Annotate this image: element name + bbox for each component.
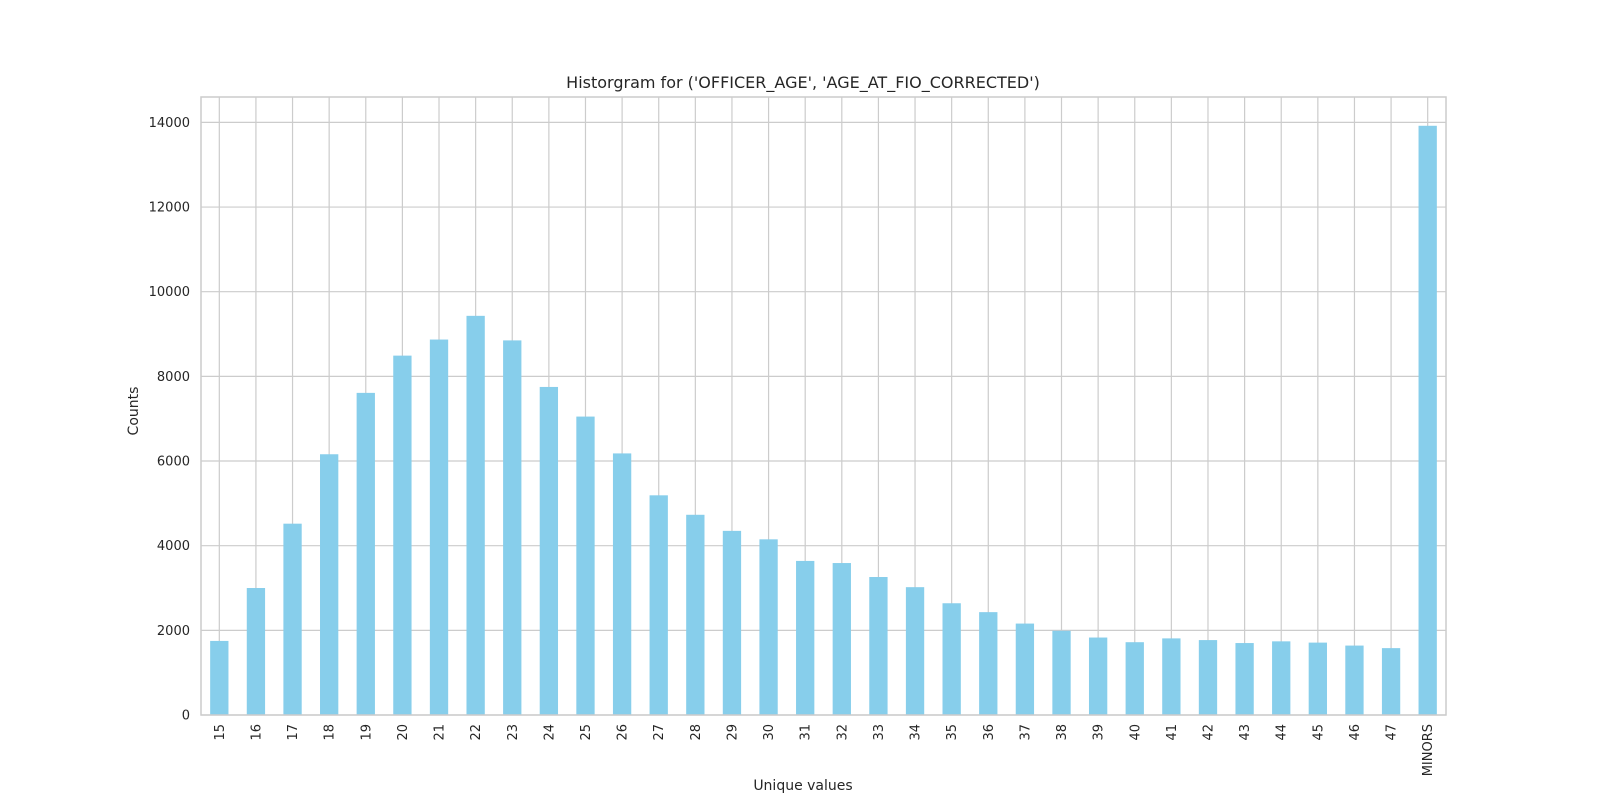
bar-40: [1125, 642, 1144, 715]
bar-31: [796, 560, 815, 715]
x-tick-label: 42: [1201, 724, 1216, 741]
bar-17: [283, 523, 302, 715]
x-tick-label: 45: [1311, 724, 1326, 741]
bar-30: [759, 539, 778, 715]
x-tick-label: 44: [1275, 724, 1290, 741]
x-tick-label: 46: [1348, 724, 1363, 741]
bar-26: [612, 453, 632, 715]
bar-38: [1052, 630, 1071, 715]
bar-33: [869, 577, 888, 715]
x-tick-label: 21: [433, 724, 448, 741]
x-tick-label: 30: [762, 724, 777, 741]
x-tick-label: 27: [652, 724, 667, 741]
chart-title: Historgram for ('OFFICER_AGE', 'AGE_AT_F…: [566, 73, 1040, 93]
y-tick-label: 6000: [157, 455, 190, 470]
x-tick-label: 16: [249, 724, 264, 741]
bar-39: [1088, 637, 1108, 715]
bar-41: [1162, 638, 1181, 715]
bar-47: [1381, 648, 1401, 715]
x-tick-label: MINORS: [1421, 724, 1436, 776]
y-tick-label: 8000: [157, 370, 190, 385]
x-tick-label: 38: [1055, 724, 1070, 741]
bar-22: [466, 315, 485, 715]
x-tick-label: 47: [1385, 724, 1400, 741]
bar-29: [722, 530, 742, 715]
bar-20: [393, 355, 412, 715]
x-tick-label: 36: [982, 724, 997, 741]
bar-25: [576, 416, 595, 715]
x-tick-label: 43: [1238, 724, 1253, 741]
x-tick-label: 35: [945, 724, 960, 741]
x-tick-label: 17: [286, 724, 301, 741]
y-tick-labels: 0 2000 4000 6000 8000 10000 12000 14000: [149, 116, 190, 724]
x-tick-label: 32: [835, 724, 850, 741]
x-tick-label: 31: [799, 724, 814, 741]
bar-16: [246, 588, 266, 715]
bar-45: [1308, 642, 1327, 715]
y-tick-label: 0: [182, 709, 190, 724]
bars: [210, 125, 1437, 715]
x-tick-label: 20: [396, 724, 411, 741]
bar-28: [686, 514, 705, 715]
bar-24: [539, 386, 559, 715]
x-tick-label: 19: [359, 724, 374, 741]
x-tick-label: 33: [872, 724, 887, 741]
x-tick-label: 25: [579, 724, 594, 741]
x-tick-label: 41: [1165, 724, 1180, 741]
bar-34: [905, 587, 925, 715]
y-tick-label: 4000: [157, 539, 190, 554]
x-tick-label: 24: [542, 724, 557, 741]
x-tick-label: 26: [616, 724, 631, 741]
bar-27: [649, 495, 668, 715]
y-tick-label: 12000: [149, 201, 190, 216]
x-tick-label: 15: [213, 724, 228, 741]
bar-46: [1345, 645, 1364, 715]
grid-lines: [201, 97, 1446, 716]
x-tick-label: 34: [909, 724, 924, 741]
bar-37: [1015, 623, 1035, 715]
y-axis-label: Counts: [126, 387, 142, 436]
bar-36: [979, 612, 998, 715]
x-tick-label: 40: [1128, 724, 1143, 741]
bar-44: [1272, 641, 1291, 715]
bar-minors: [1418, 125, 1437, 715]
bar-19: [356, 392, 375, 715]
bar-18: [320, 454, 339, 715]
x-axis-label: Unique values: [753, 778, 852, 794]
y-tick-label: 10000: [149, 285, 190, 300]
x-tick-label: 37: [1018, 724, 1033, 741]
x-tick-labels: 15 16 17 18 19 20 21 22 23 24 25 26 27 28 29 30 31 32 33 34…: [213, 724, 1436, 776]
plot-frame: [200, 96, 1447, 716]
x-tick-label: 23: [506, 724, 521, 741]
bar-21: [429, 339, 449, 715]
x-tick-label: 28: [689, 724, 704, 741]
bar-43: [1235, 643, 1254, 715]
x-tick-label: 39: [1092, 724, 1107, 741]
y-tick-label: 2000: [157, 624, 190, 639]
x-tick-label: 29: [725, 724, 740, 741]
bar-23: [503, 340, 522, 715]
y-tick-label: 14000: [149, 116, 190, 131]
bar-15: [210, 640, 229, 715]
bar-35: [942, 603, 961, 715]
bar-32: [832, 563, 851, 715]
bar-42: [1198, 640, 1218, 715]
x-tick-label: 18: [323, 724, 338, 741]
x-tick-label: 22: [469, 724, 484, 741]
